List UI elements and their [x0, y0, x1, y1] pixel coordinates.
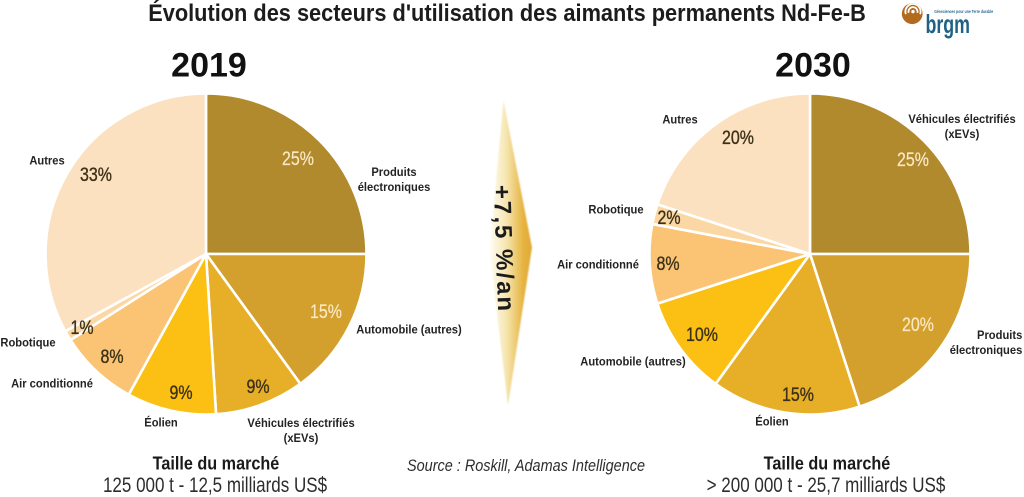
svg-text:Géosciences pour une Terre dur: Géosciences pour une Terre durable: [934, 9, 993, 14]
svg-text:brgm: brgm: [926, 9, 971, 39]
